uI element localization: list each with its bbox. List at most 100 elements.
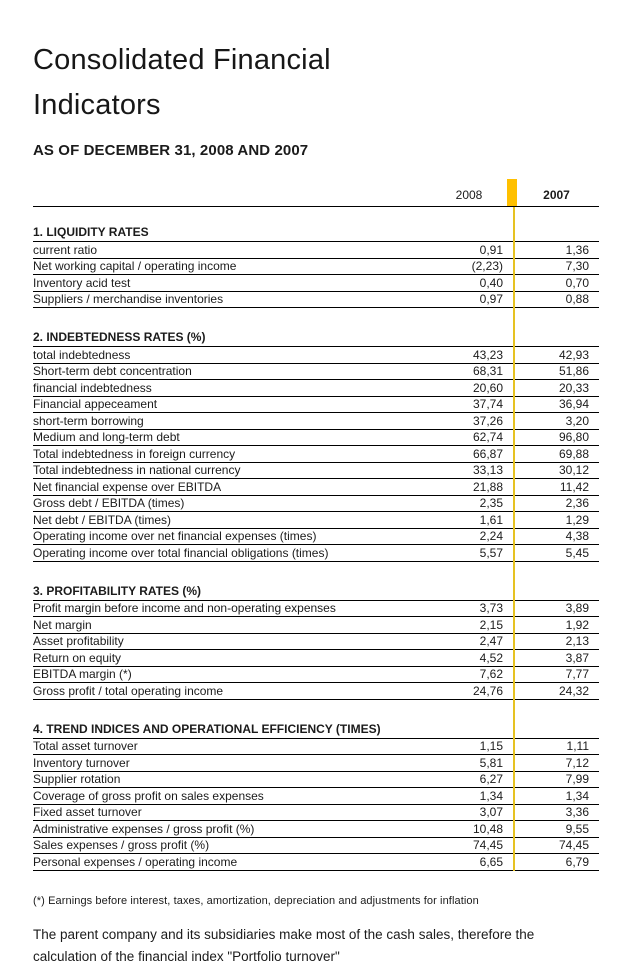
- row-label: Medium and long-term debt: [33, 430, 180, 445]
- table-row: Net working capital / operating income (2…: [33, 259, 599, 275]
- row-value-2007: 51,86: [558, 364, 589, 379]
- row-value-2007: 1,34: [565, 788, 589, 803]
- table-row: Total asset turnover 1,15 1,11: [33, 739, 599, 755]
- table-body: 1. LIQUIDITY RATES current ratio 0,91 1,36 N…: [33, 207, 599, 871]
- table-row: Short-term debt concentration 68,31 51,86: [33, 364, 599, 380]
- row-value-2007: 1,11: [566, 739, 589, 754]
- row-value-2008: 2,35: [479, 496, 503, 511]
- table-section: 2. INDEBTEDNESS RATES (%) total indebtedn…: [33, 329, 599, 562]
- row-value-2008: 21,88: [472, 479, 503, 494]
- row-value-2008: 0,40: [479, 275, 503, 290]
- page-title: Consolidated Financial Indicators: [33, 38, 599, 128]
- column-divider-line: [513, 207, 515, 871]
- row-label: Total indebtedness in foreign currency: [33, 446, 236, 461]
- table-row: Supplier rotation 6,27 7,99: [33, 772, 599, 788]
- financial-indicators-table: 2008 2007 1. LIQUIDITY RATES current rati…: [33, 179, 599, 871]
- row-value-2007: 9,55: [565, 821, 589, 836]
- table-row: Fixed asset turnover 3,07 3,36: [33, 805, 599, 821]
- row-label: Asset profitability: [33, 634, 124, 649]
- page-subtitle: AS OF DECEMBER 31, 2008 AND 2007: [33, 142, 309, 159]
- row-value-2008: 3,73: [479, 601, 503, 616]
- table-row: short-term borrowing 37,26 3,20: [33, 413, 599, 430]
- accent-bar: [507, 179, 517, 206]
- row-value-2008: 1,61: [479, 512, 503, 527]
- footnote-asterisk: (*) Earnings before interest, taxes, amo…: [33, 894, 479, 907]
- table-row: Total indebtedness in foreign currency 66…: [33, 446, 599, 463]
- page-title-line2: Indicators: [33, 89, 161, 121]
- table-row: Inventory acid test 0,40 0,70: [33, 275, 599, 292]
- table-section: 3. PROFITABILITY RATES (%) Profit margin …: [33, 583, 599, 700]
- row-value-2007: 6,79: [565, 854, 589, 869]
- row-value-2008: 0,91: [479, 242, 503, 257]
- row-label: Total indebtedness in national currency: [33, 463, 241, 478]
- row-label: current ratio: [33, 242, 98, 257]
- row-value-2007: 1,92: [565, 617, 589, 632]
- table-row: Net margin 2,15 1,92: [33, 617, 599, 634]
- table-row: Operating income over net financial expe…: [33, 529, 599, 545]
- row-value-2007: 5,45: [565, 545, 589, 560]
- table-row: Gross profit / total operating income 24,…: [33, 683, 599, 700]
- row-label: Net margin: [33, 617, 92, 632]
- row-value-2008: 6,65: [479, 854, 503, 869]
- row-value-2007: 3,36: [565, 805, 589, 820]
- page-title-line1: Consolidated Financial: [33, 44, 331, 76]
- row-value-2008: 1,15: [479, 739, 503, 754]
- row-value-2008: 37,26: [472, 413, 503, 428]
- row-value-2008: 1,34: [479, 788, 503, 803]
- table-row: Total indebtedness in national currency 3…: [33, 463, 599, 479]
- row-label: Coverage of gross profit on sales expens…: [33, 788, 264, 803]
- row-label: Inventory turnover: [33, 755, 130, 770]
- table-row: Net financial expense over EBITDA 21,88 11…: [33, 479, 599, 496]
- row-label: Administrative expenses / gross profit (…: [33, 821, 255, 836]
- row-label: Net financial expense over EBITDA: [33, 479, 222, 494]
- row-value-2008: 20,60: [472, 380, 503, 395]
- row-value-2007: 2,36: [565, 496, 589, 511]
- row-value-2008: 33,13: [472, 463, 503, 478]
- section-title: 3. PROFITABILITY RATES (%): [33, 583, 599, 601]
- row-label: Sales expenses / gross profit (%): [33, 838, 210, 853]
- row-value-2007: 7,77: [565, 667, 589, 682]
- table-row: Sales expenses / gross profit (%) 74,45 74…: [33, 838, 599, 854]
- table-row: current ratio 0,91 1,36: [33, 242, 599, 259]
- column-header-2008: 2008: [455, 188, 483, 202]
- row-value-2007: 7,30: [565, 259, 589, 274]
- table-header-row: 2008 2007: [33, 179, 599, 207]
- row-value-2007: 1,29: [565, 512, 589, 527]
- row-label: Financial appeceament: [33, 397, 158, 412]
- row-value-2008: 43,23: [472, 347, 503, 362]
- row-value-2007: 42,93: [558, 347, 589, 362]
- table-row: Gross debt / EBITDA (times) 2,35 2,36: [33, 496, 599, 512]
- row-label: total indebtedness: [33, 347, 131, 362]
- row-label: Return on equity: [33, 650, 122, 665]
- table-row: Inventory turnover 5,81 7,12: [33, 755, 599, 772]
- closing-paragraph: The parent company and its subsidiaries …: [33, 926, 535, 964]
- row-value-2008: 3,07: [479, 805, 503, 820]
- row-value-2007: 36,94: [558, 397, 589, 412]
- table-row: Administrative expenses / gross profit (…: [33, 821, 599, 838]
- row-value-2007: 11,42: [559, 479, 589, 494]
- section-title: 2. INDEBTEDNESS RATES (%): [33, 329, 599, 347]
- row-label: Fixed asset turnover: [33, 805, 142, 820]
- row-value-2007: 20,33: [558, 380, 589, 395]
- row-value-2007: 2,13: [565, 634, 589, 649]
- section-title: 4. TREND INDICES AND OPERATIONAL EFFICIE…: [33, 721, 599, 739]
- section-title: 1. LIQUIDITY RATES: [33, 224, 599, 242]
- row-value-2007: 1,36: [565, 242, 589, 257]
- row-label: EBITDA margin (*): [33, 667, 132, 682]
- row-label: Gross debt / EBITDA (times): [33, 496, 185, 511]
- table-row: Net debt / EBITDA (times) 1,61 1,29: [33, 512, 599, 529]
- table-row: Personal expenses / operating income 6,65…: [33, 854, 599, 871]
- table-row: total indebtedness 43,23 42,93: [33, 347, 599, 364]
- row-value-2008: 68,31: [472, 364, 503, 379]
- row-value-2007: 24,32: [558, 683, 589, 698]
- row-value-2008: 4,52: [479, 650, 503, 665]
- row-value-2007: 7,12: [565, 755, 589, 770]
- header-spacer: [33, 202, 424, 206]
- table-row: EBITDA margin (*) 7,62 7,77: [33, 667, 599, 683]
- row-value-2007: 3,87: [565, 650, 589, 665]
- row-value-2008: 5,57: [479, 545, 503, 560]
- table-row: Asset profitability 2,47 2,13: [33, 634, 599, 650]
- row-value-2007: 3,20: [565, 413, 589, 428]
- table-row: Profit margin before income and non-oper…: [33, 601, 599, 617]
